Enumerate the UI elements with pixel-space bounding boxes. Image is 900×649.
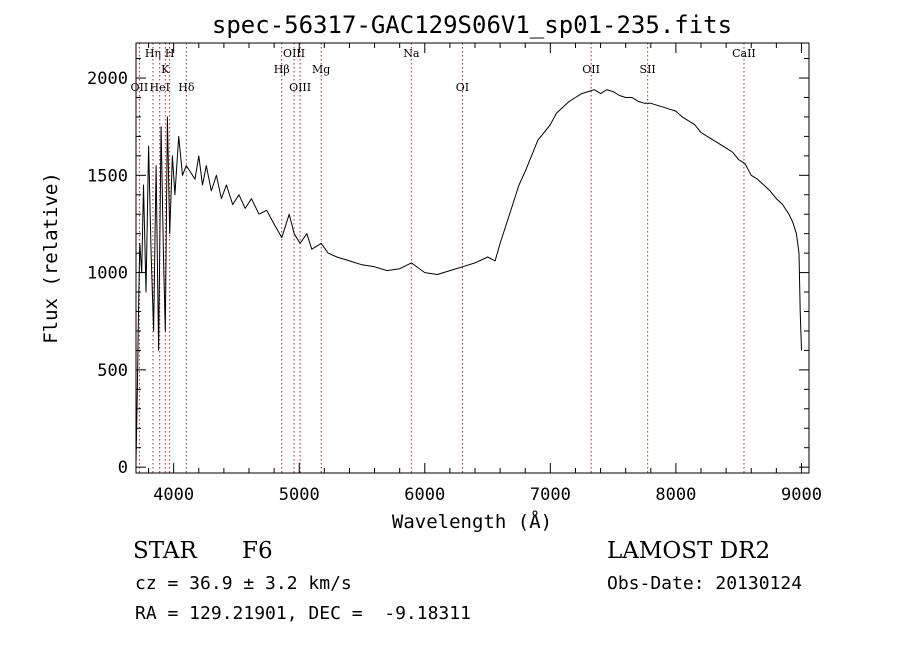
y-tick-label: 0 [118, 458, 128, 478]
survey-label: LAMOST DR2 [607, 538, 771, 564]
observation-date: Obs-Date: 20130124 [607, 573, 803, 594]
x-tick-label: 4000 [153, 485, 194, 505]
chart-title: spec-56317-GAC129S06V1_sp01-235.fits [212, 11, 732, 39]
x-axis-label: Wavelength (Å) [392, 510, 552, 533]
y-tick-label: 1000 [87, 264, 128, 284]
spectrum-line [135, 89, 802, 464]
line-marker-label: HeI [150, 81, 170, 94]
line-marker-label: Hβ [274, 63, 290, 76]
y-tick-label: 500 [97, 361, 128, 381]
x-tick-label: 9000 [781, 485, 822, 505]
x-tick-label: 6000 [404, 485, 445, 505]
x-tick-label: 7000 [530, 485, 571, 505]
line-marker-label: CaII [732, 47, 756, 60]
x-tick-label: 8000 [655, 485, 696, 505]
line-marker-label: Hη [145, 47, 161, 60]
y-axis-label: Flux (relative) [40, 172, 62, 344]
line-marker-label: SII [640, 63, 656, 76]
line-marker-label: OII [582, 63, 600, 76]
line-marker-label: OIII [283, 47, 305, 60]
y-tick-label: 1500 [87, 166, 128, 186]
line-marker-label: Hδ [178, 81, 195, 94]
axis-ticks: 4000 5000 6000 7000 8000 9000 0 500 1000 1500 2000 [87, 43, 822, 505]
x-tick-label: 5000 [279, 485, 320, 505]
line-marker-label: Mg [312, 63, 330, 76]
class-label: STAR [133, 538, 197, 564]
line-marker-label: K [161, 63, 170, 76]
line-marker-label: OII [131, 81, 149, 94]
y-tick-label: 2000 [87, 69, 128, 89]
subclass-label: F6 [242, 538, 273, 564]
line-marker-label: OIII [289, 81, 311, 94]
line-marker-label: OI [456, 81, 469, 94]
redshift-value: cz = 36.9 ± 3.2 km/s [135, 573, 352, 594]
coordinates: RA = 129.21901, DEC = -9.18311 [135, 603, 471, 624]
line-marker-label: H [165, 47, 175, 60]
plot-frame [135, 42, 810, 474]
line-marker-label: Na [403, 47, 420, 60]
